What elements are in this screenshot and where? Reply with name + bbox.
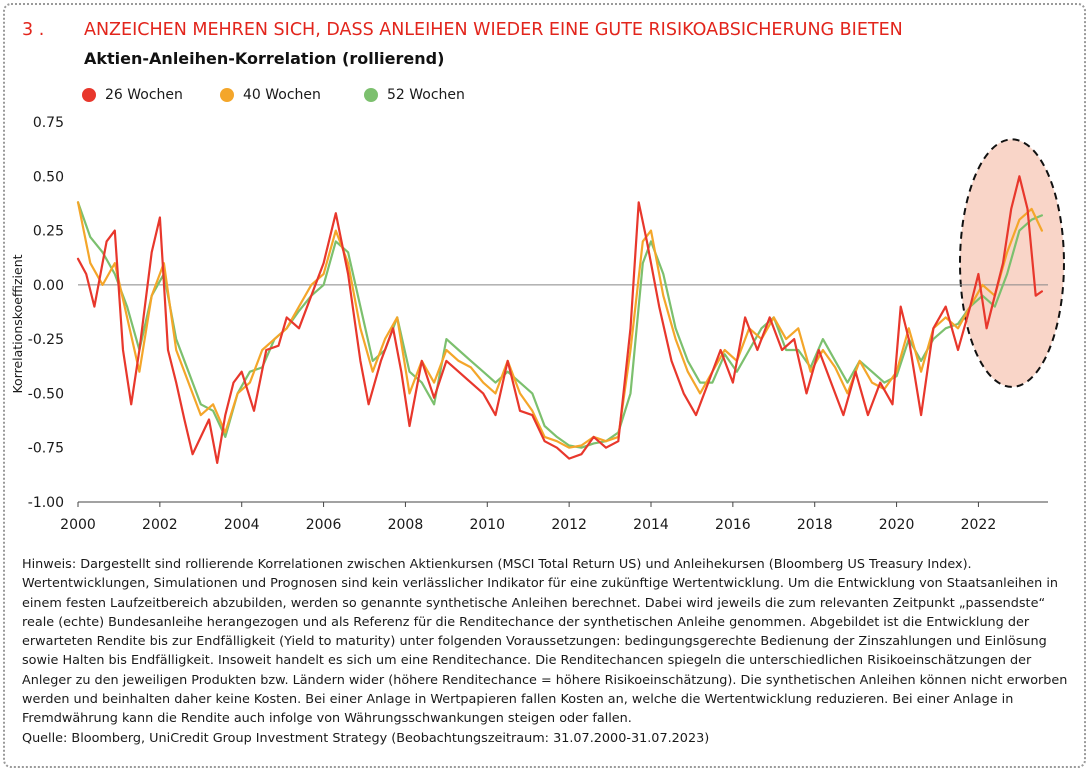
chart-subtitle: Aktien-Anleihen-Korrelation (rollierend) — [84, 49, 445, 68]
series-line-40-wochen — [76, 201, 1044, 449]
x-tick-label: 2006 — [306, 517, 342, 533]
x-tick-label: 2020 — [879, 517, 915, 533]
legend-item-52-wochen: 52 Wochen — [364, 87, 465, 103]
x-tick-label: 2012 — [551, 517, 587, 533]
figure-title: ANZEICHEN MEHREN SICH, DASS ANLEIHEN WIE… — [84, 20, 903, 40]
y-axis-label: Korrelationskoeffizient — [10, 254, 25, 393]
x-tick-label: 2018 — [797, 517, 833, 533]
panel-frame — [3, 3, 1086, 768]
legend-dot-52-wochen — [364, 88, 378, 102]
x-tick-label: 2014 — [633, 517, 669, 533]
x-tick-label: 2004 — [224, 517, 260, 533]
x-tick-label: 2008 — [388, 517, 424, 533]
legend-label-40-wochen: 40 Wochen — [243, 87, 321, 103]
legend-label-52-wochen: 52 Wochen — [387, 87, 465, 103]
x-tick-label: 2010 — [469, 517, 505, 533]
x-tick-label: 2000 — [60, 517, 96, 533]
y-tick-label: 0.75 — [33, 115, 64, 131]
chart-notes: Hinweis: Dargestellt sind rollierende Ko… — [22, 555, 1072, 748]
y-tick-label: 0.00 — [33, 278, 64, 294]
hinweis-text: Hinweis: Dargestellt sind rollierende Ko… — [22, 557, 1068, 727]
legend-dot-40-wochen — [220, 88, 234, 102]
figure-header: 3 . ANZEICHEN MEHREN SICH, DASS ANLEIHEN … — [22, 20, 903, 40]
legend-item-40-wochen: 40 Wochen — [220, 87, 321, 103]
y-tick-label: 0.25 — [33, 224, 64, 240]
correlation-chart: 0.75 0.50 0.25 0.00 -0.25 -0.50 -0.75 -1.00 2000… — [10, 115, 1065, 533]
x-tick-label: 2016 — [715, 517, 751, 533]
x-tick-label: 2002 — [142, 517, 178, 533]
quelle-text: Quelle: Bloomberg, UniCredit Group Inves… — [22, 730, 710, 746]
figure-number: 3 . — [22, 20, 45, 40]
y-tick-label: -0.75 — [28, 441, 64, 457]
y-tick-label: -1.00 — [28, 495, 64, 511]
series-line-52-wochen — [76, 201, 1044, 449]
x-tick-label: 2022 — [961, 517, 997, 533]
y-tick-label: 0.50 — [33, 169, 64, 185]
y-tick-label: -0.25 — [28, 332, 64, 348]
highlight-ellipse — [959, 138, 1065, 388]
legend-label-26-wochen: 26 Wochen — [105, 87, 183, 103]
series-line-26-wochen — [76, 175, 1044, 464]
y-tick-label: -0.50 — [28, 386, 64, 402]
legend-item-26-wochen: 26 Wochen — [82, 87, 183, 103]
legend-dot-26-wochen — [82, 88, 96, 102]
